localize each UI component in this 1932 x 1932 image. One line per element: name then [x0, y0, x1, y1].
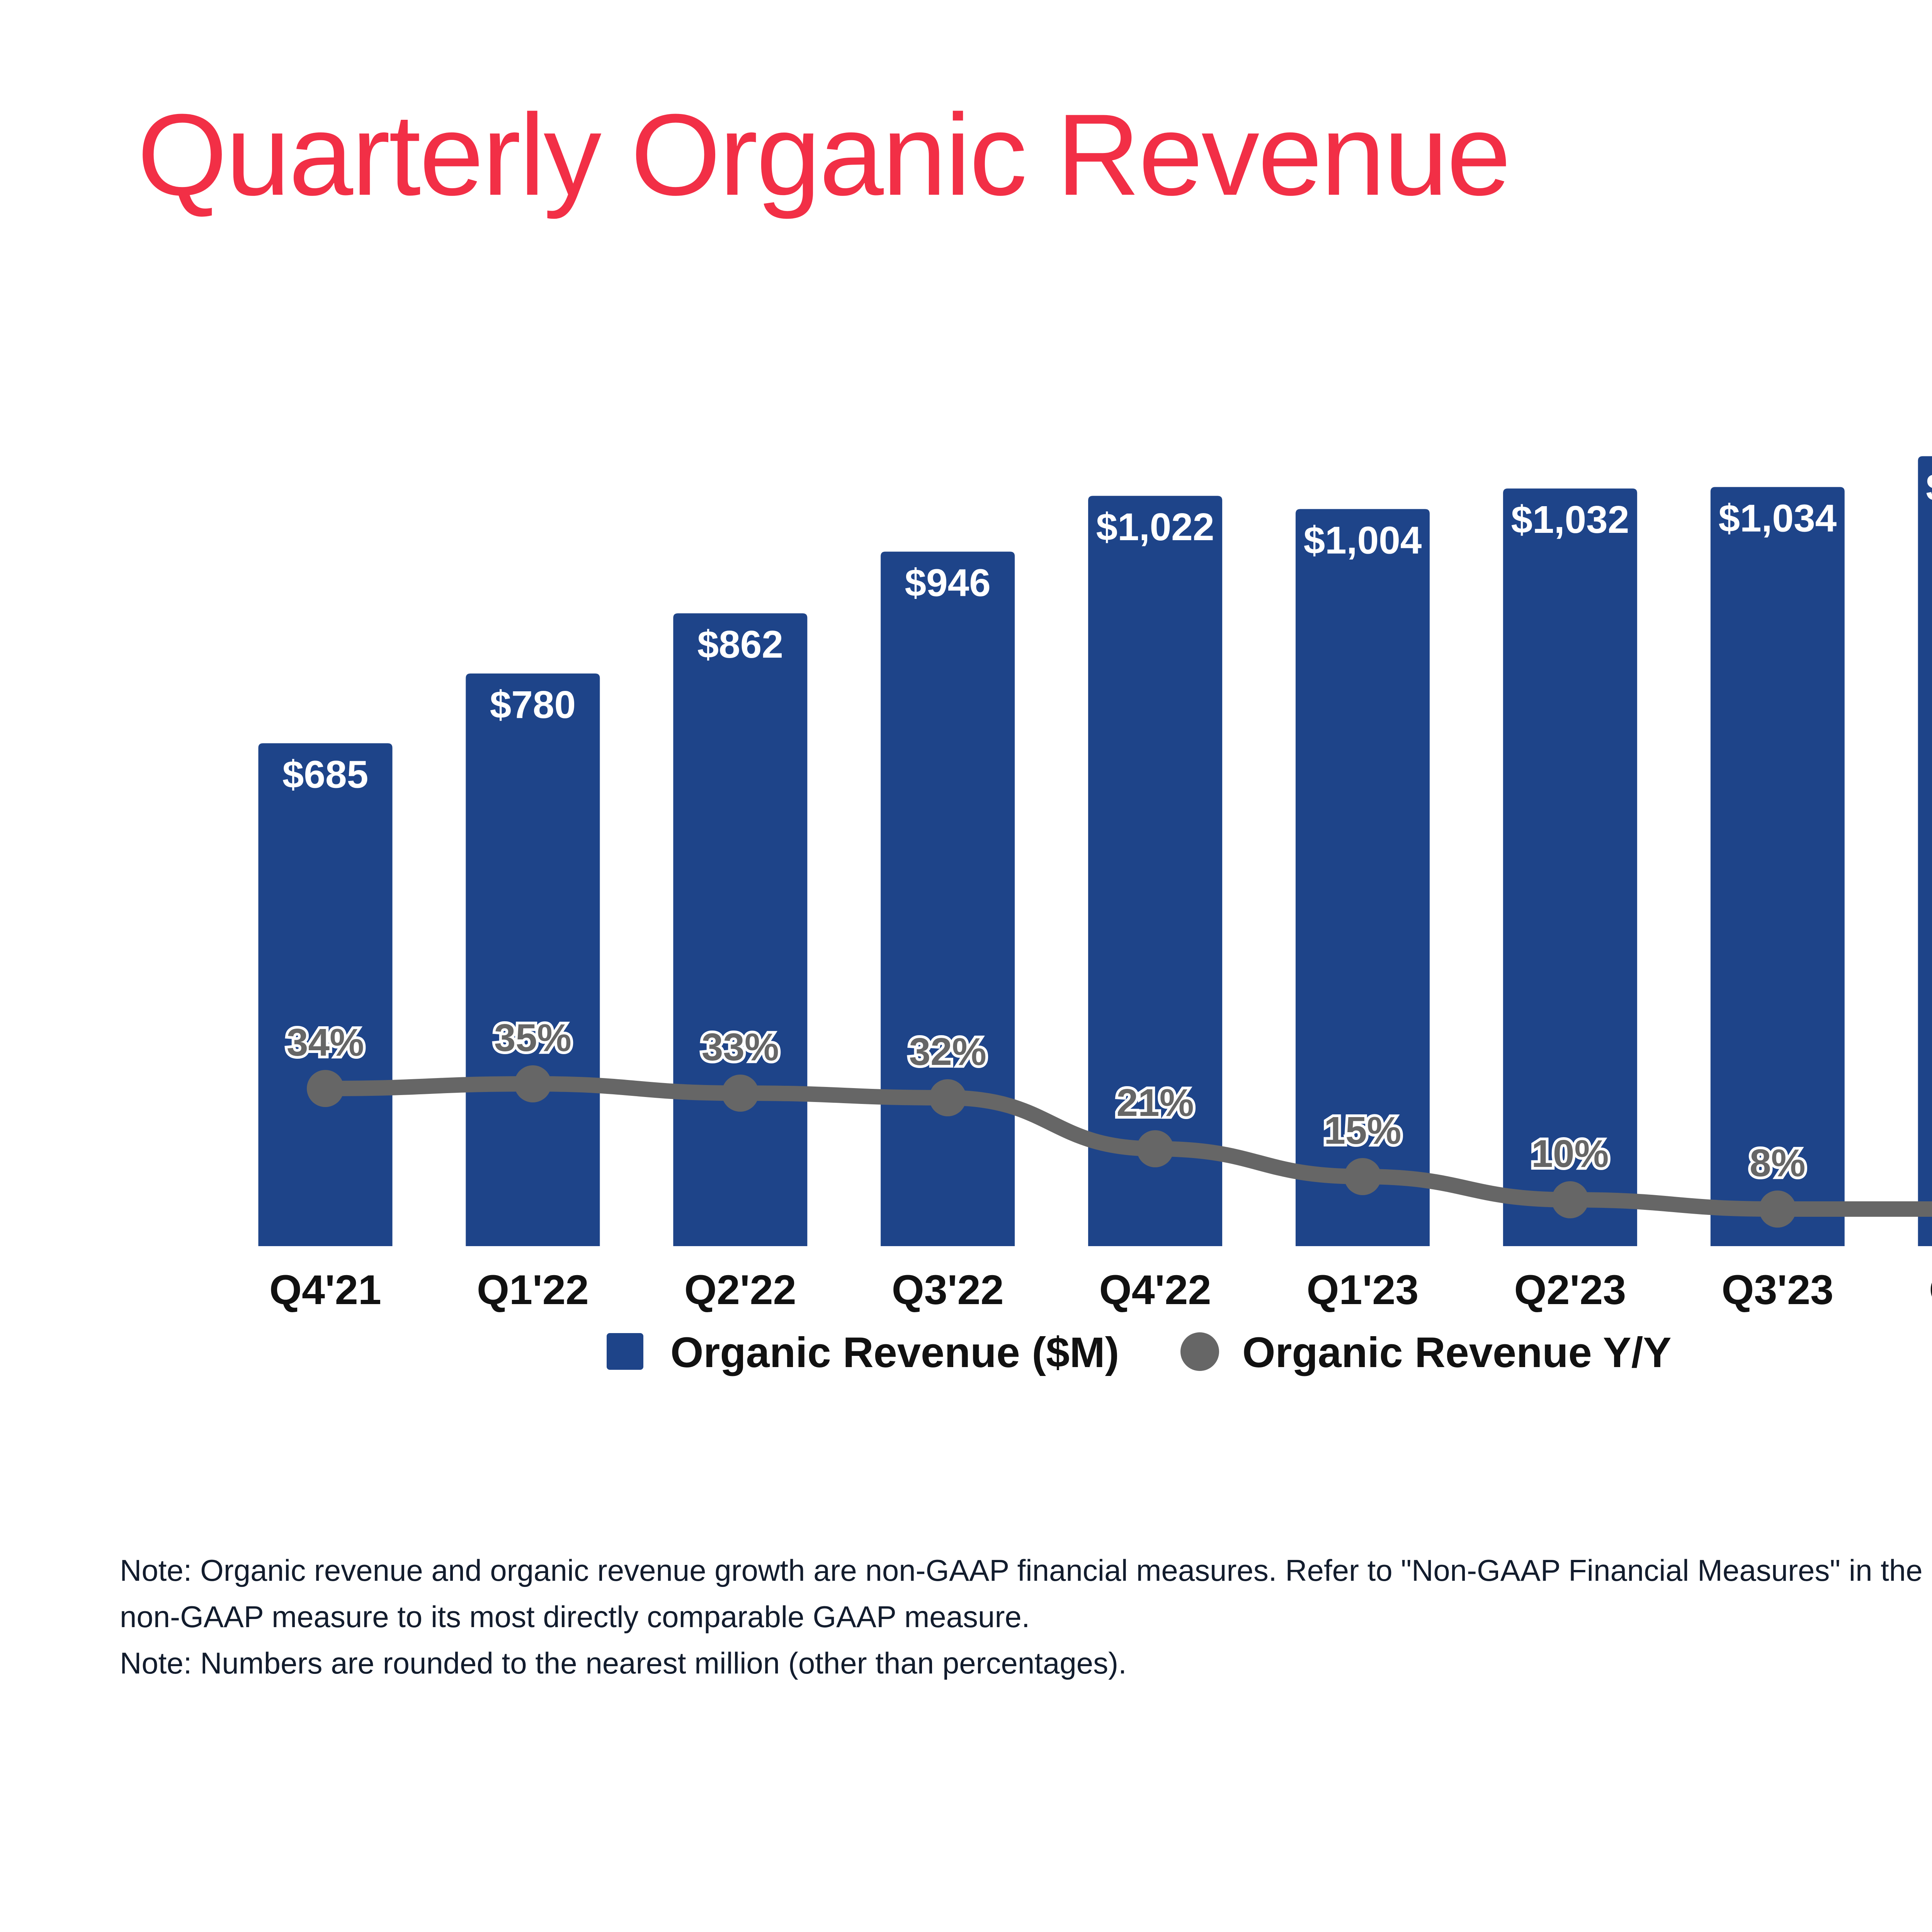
yoy-point — [514, 1065, 551, 1102]
yoy-point — [1344, 1158, 1381, 1195]
revenue-bar — [673, 613, 807, 1246]
yoy-value-label: 21% — [1117, 1081, 1194, 1124]
x-tick-label: Q3'22 — [892, 1266, 1004, 1313]
bar-value-label: $1,076 — [1926, 466, 1932, 509]
chart-legend: Organic Revenue ($M) Organic Revenue Y/Y — [607, 1329, 1672, 1376]
yoy-point — [307, 1070, 344, 1107]
yoy-point — [1137, 1130, 1174, 1167]
yoy-point — [1759, 1190, 1796, 1228]
yoy-value-label: 33% — [702, 1026, 779, 1069]
yoy-value-label: 10% — [1531, 1132, 1609, 1175]
x-tick-label: Q4'23 — [1929, 1266, 1932, 1313]
revenue-bar — [466, 673, 600, 1246]
yoy-value-label: 32% — [909, 1030, 986, 1073]
yoy-point — [722, 1075, 759, 1112]
revenue-bar — [1711, 487, 1845, 1246]
bar-value-label: $1,032 — [1511, 498, 1629, 541]
x-tick-label: Q4'21 — [269, 1266, 381, 1313]
bar-value-label: $1,022 — [1096, 505, 1214, 549]
legend-label-revenue: Organic Revenue ($M) — [670, 1329, 1119, 1376]
legend-label-yoy: Organic Revenue Y/Y — [1242, 1329, 1672, 1376]
bar-value-label: $862 — [697, 623, 783, 666]
bar-value-label: $685 — [282, 753, 368, 796]
x-tick-label: Q2'22 — [684, 1266, 796, 1313]
yoy-point — [1551, 1181, 1588, 1218]
footnote-line: Note: Organic revenue and organic revenu… — [120, 1555, 1932, 1585]
bar-value-label: $780 — [490, 683, 576, 726]
legend-swatch-yoy — [1180, 1332, 1219, 1371]
x-axis-ticks: Q4'21 Q1'22 Q2'22 Q3'22 Q4'22 Q1'23 Q2'23 Q3'23… — [269, 1266, 1932, 1313]
organic-revenue-chart: $685 34% $780 35% $862 33% $946 32% $1,022 21% $1,… — [0, 0, 1932, 1430]
bar-value-label: $1,004 — [1304, 519, 1422, 562]
yoy-value-label: 15% — [1324, 1109, 1401, 1152]
bars-layer — [259, 456, 1932, 1246]
x-tick-label: Q3'23 — [1721, 1266, 1833, 1313]
revenue-bar — [259, 743, 393, 1247]
yoy-value-label: 35% — [494, 1016, 571, 1060]
bar-value-label: $946 — [905, 561, 990, 605]
revenue-bar — [1918, 456, 1932, 1246]
bar-value-label: $1,034 — [1718, 497, 1837, 540]
x-tick-label: Q2'23 — [1514, 1266, 1626, 1313]
x-tick-label: Q4'22 — [1099, 1266, 1211, 1313]
footnote-line: Note: Numbers are rounded to the nearest… — [120, 1648, 1127, 1678]
yoy-value-label: 34% — [287, 1021, 364, 1064]
revenue-bar — [881, 552, 1015, 1246]
yoy-value-label: 8% — [1750, 1141, 1806, 1185]
legend-swatch-revenue — [607, 1333, 643, 1370]
footnote-line: non-GAAP measure to its most directly co… — [120, 1602, 1030, 1632]
x-tick-label: Q1'22 — [477, 1266, 589, 1313]
yoy-point — [929, 1079, 966, 1116]
x-tick-label: Q1'23 — [1307, 1266, 1419, 1313]
